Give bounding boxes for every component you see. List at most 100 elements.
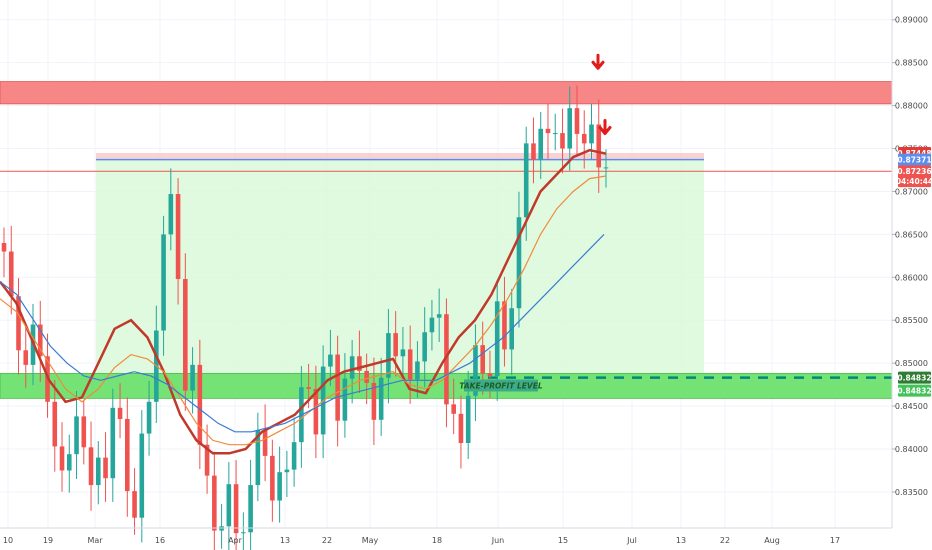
time-tick-label: 22 <box>720 536 730 545</box>
candle[interactable] <box>560 133 565 149</box>
candle[interactable] <box>465 395 471 444</box>
candle[interactable] <box>349 356 355 379</box>
candle[interactable] <box>458 413 464 444</box>
candle[interactable] <box>603 167 609 169</box>
candle[interactable] <box>574 108 580 134</box>
candle[interactable] <box>255 430 261 486</box>
candle[interactable] <box>480 345 485 374</box>
candle[interactable] <box>233 484 239 534</box>
candle[interactable] <box>516 217 522 309</box>
candle[interactable] <box>52 401 58 447</box>
candle[interactable] <box>16 296 21 351</box>
candle[interactable] <box>567 108 573 149</box>
candle[interactable] <box>248 485 253 533</box>
moving-average-line[interactable] <box>0 148 607 455</box>
candle[interactable] <box>386 333 391 378</box>
time-tick-label: 16 <box>155 536 165 545</box>
candle[interactable] <box>415 361 420 380</box>
candle[interactable] <box>538 128 544 160</box>
candle[interactable] <box>117 407 123 419</box>
candle[interactable] <box>110 407 116 479</box>
candle[interactable] <box>23 350 29 365</box>
candle[interactable] <box>451 404 456 414</box>
candle[interactable] <box>88 447 94 486</box>
price-badge[interactable] <box>898 384 931 397</box>
candle[interactable] <box>146 401 152 434</box>
candle[interactable] <box>552 133 558 135</box>
candle[interactable] <box>364 370 369 383</box>
candle[interactable] <box>103 457 108 479</box>
candle[interactable] <box>422 332 427 362</box>
candle[interactable] <box>168 194 174 235</box>
candle[interactable] <box>190 364 195 391</box>
candle[interactable] <box>59 446 65 471</box>
candle[interactable] <box>161 234 166 331</box>
candle[interactable] <box>74 416 79 455</box>
down-arrow-marker <box>591 53 605 70</box>
candle[interactable] <box>407 349 413 380</box>
candle[interactable] <box>139 433 145 518</box>
candle[interactable] <box>371 382 377 420</box>
position-profit-zone[interactable] <box>96 159 704 378</box>
candle[interactable] <box>429 317 435 333</box>
candle[interactable] <box>306 387 311 389</box>
candle[interactable] <box>487 373 493 377</box>
moving-average-line[interactable] <box>0 233 605 433</box>
candle[interactable] <box>444 314 449 405</box>
position-loss-zone[interactable] <box>96 152 704 160</box>
candle[interactable] <box>284 469 290 473</box>
candle[interactable] <box>494 301 500 377</box>
candle[interactable] <box>37 324 43 357</box>
time-tick-label: Apr <box>228 536 243 545</box>
candle[interactable] <box>581 133 587 144</box>
candle[interactable] <box>357 356 362 371</box>
candle[interactable] <box>241 532 246 534</box>
candle[interactable] <box>335 354 340 421</box>
candle[interactable] <box>291 442 297 470</box>
candle[interactable] <box>8 251 14 297</box>
candle[interactable] <box>197 364 203 445</box>
candle[interactable] <box>545 128 551 134</box>
candle[interactable] <box>328 354 333 367</box>
candle[interactable] <box>1 242 7 252</box>
time-tick-label: 13 <box>676 536 686 545</box>
candle[interactable] <box>502 301 507 350</box>
resistance-zone[interactable] <box>0 81 893 105</box>
price-badge[interactable] <box>898 153 931 166</box>
candle[interactable] <box>81 416 87 448</box>
price-badge-label: 0.87371 <box>897 156 931 165</box>
candle[interactable] <box>596 124 602 168</box>
candle[interactable] <box>270 455 275 501</box>
candle[interactable] <box>473 345 478 396</box>
candle[interactable] <box>400 349 406 357</box>
candle[interactable] <box>226 484 232 527</box>
candle[interactable] <box>125 418 130 492</box>
candle[interactable] <box>212 475 217 531</box>
candle[interactable] <box>175 194 181 280</box>
candle[interactable] <box>262 430 268 456</box>
moving-average-line[interactable] <box>0 175 607 446</box>
price-tick-label: 0.86000 <box>895 273 928 282</box>
candle[interactable] <box>183 279 188 391</box>
candle[interactable] <box>436 314 442 318</box>
candle[interactable] <box>589 124 594 144</box>
price-badge[interactable] <box>898 165 931 178</box>
candle[interactable] <box>378 377 384 420</box>
candle[interactable] <box>66 454 72 471</box>
candle[interactable] <box>531 143 536 160</box>
candle[interactable] <box>277 472 282 501</box>
candle[interactable] <box>95 457 101 486</box>
candle[interactable] <box>132 491 137 518</box>
candle[interactable] <box>313 388 319 435</box>
price-badge[interactable] <box>898 175 931 188</box>
time-tick-label: 19 <box>43 536 53 545</box>
price-badge-label: 0.87236 <box>897 167 931 176</box>
candle[interactable] <box>393 333 398 357</box>
candle[interactable] <box>342 378 348 421</box>
candle[interactable] <box>204 444 210 476</box>
candle[interactable] <box>523 143 529 218</box>
price-badge[interactable] <box>898 371 931 384</box>
price-tick-label: 0.84500 <box>895 402 928 411</box>
time-tick-label: 10 <box>3 536 13 545</box>
